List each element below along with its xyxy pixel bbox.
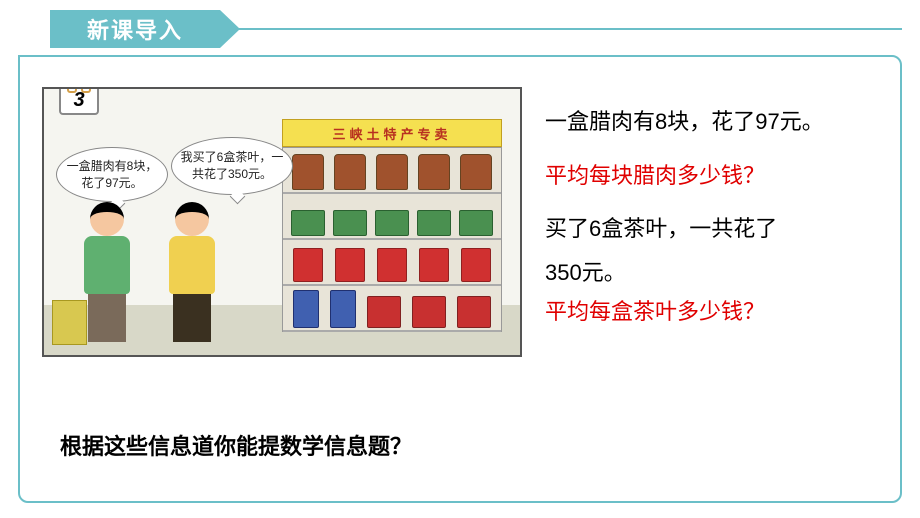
product-box xyxy=(461,248,491,282)
person-legs xyxy=(173,294,211,342)
product-box xyxy=(377,248,407,282)
person-body xyxy=(169,236,215,294)
product-tea xyxy=(291,210,325,236)
product-tea xyxy=(333,210,367,236)
bubble2-text: 我买了6盒茶叶，一共花了350元。 xyxy=(178,149,286,183)
content-frame: 3 三峡土特产专卖 xyxy=(18,55,902,503)
product-pack xyxy=(293,290,319,328)
person-body xyxy=(84,236,130,294)
product-box xyxy=(335,248,365,282)
product-giftbox xyxy=(412,296,446,328)
example-number: 3 xyxy=(73,89,84,112)
product-giftbox xyxy=(367,296,401,328)
product-box xyxy=(419,248,449,282)
speech-bubble-2: 我买了6盒茶叶，一共花了350元。 xyxy=(171,137,293,195)
person-2 xyxy=(164,202,219,347)
product-tea xyxy=(375,210,409,236)
product-shelf xyxy=(282,147,502,332)
product-meat xyxy=(292,154,324,190)
shelf-row xyxy=(283,286,501,332)
shelf-row xyxy=(283,240,501,286)
question-2: 平均每盒茶叶多少钱？ xyxy=(545,292,875,332)
bottom-prompt: 根据这些信息道你能提数学信息题？ xyxy=(60,429,412,461)
header-underline xyxy=(220,28,902,30)
product-tea xyxy=(417,210,451,236)
person-head xyxy=(175,202,209,236)
product-meat xyxy=(334,154,366,190)
product-meat xyxy=(460,154,492,190)
product-meat xyxy=(418,154,450,190)
shelf-row xyxy=(283,194,501,240)
store-sign: 三峡土特产专卖 xyxy=(282,119,502,147)
product-pack xyxy=(330,290,356,328)
person-head xyxy=(90,202,124,236)
product-box xyxy=(293,248,323,282)
statement-2a: 买了6盒茶叶，一共花了 xyxy=(545,209,875,249)
statement-2b: 350元。 xyxy=(545,253,875,293)
product-tea xyxy=(459,210,493,236)
example-number-badge: 3 xyxy=(59,87,99,115)
person-1 xyxy=(79,202,134,347)
person-legs xyxy=(88,294,126,342)
product-meat xyxy=(376,154,408,190)
speech-bubble-1: 一盒腊肉有8块，花了97元。 xyxy=(56,147,168,202)
statement-1: 一盒腊肉有8块，花了97元。 xyxy=(545,102,875,142)
store-sign-text: 三峡土特产专卖 xyxy=(332,124,451,143)
scene-illustration: 3 三峡土特产专卖 xyxy=(42,87,522,357)
text-content: 一盒腊肉有8块，花了97元。 平均每块腊肉多少钱？ 买了6盒茶叶，一共花了 35… xyxy=(545,102,875,346)
question-1: 平均每块腊肉多少钱？ xyxy=(545,156,875,196)
section-header-tab: 新课导入 xyxy=(50,10,220,48)
section-header-label: 新课导入 xyxy=(87,13,183,45)
bubble1-text: 一盒腊肉有8块，花了97元。 xyxy=(63,158,161,192)
product-giftbox xyxy=(457,296,491,328)
shelf-row xyxy=(283,148,501,194)
